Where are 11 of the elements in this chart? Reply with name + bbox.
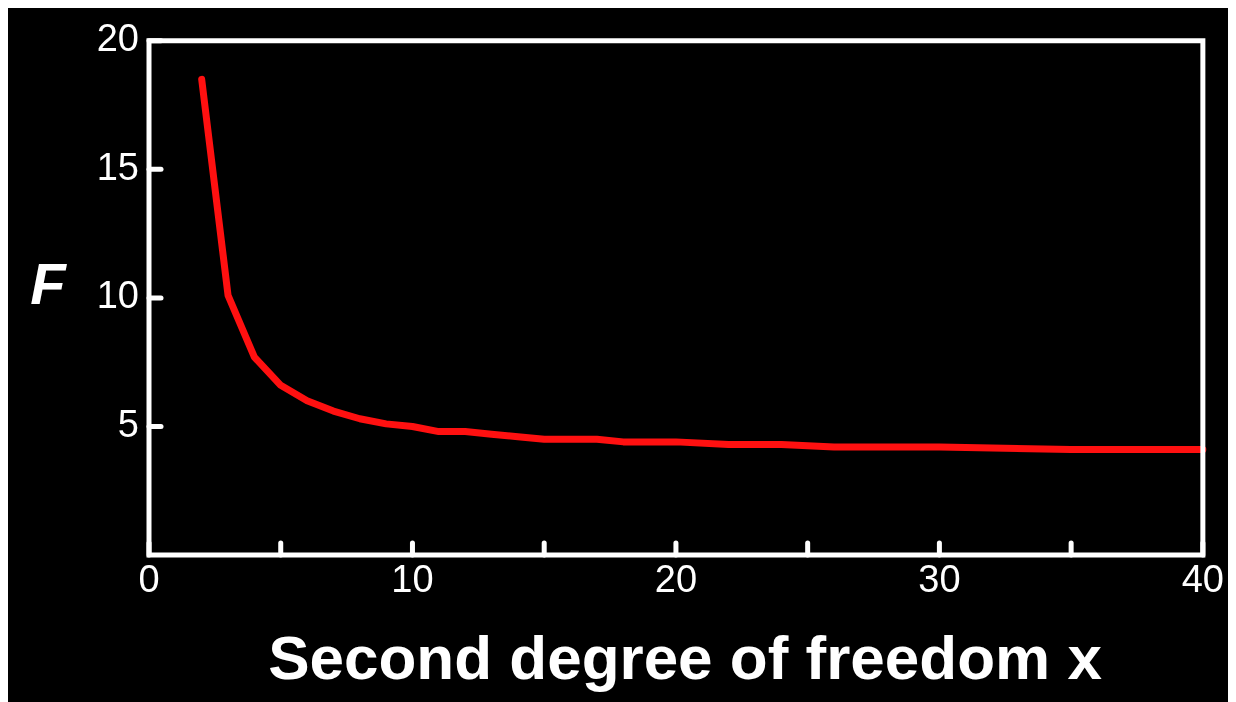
- x-tick-label: 30: [918, 558, 961, 601]
- y-axis-title: F: [30, 250, 68, 316]
- x-tick-label: 0: [138, 558, 160, 601]
- y-tick-label: 10: [96, 274, 139, 317]
- x-tick-label: 20: [654, 558, 698, 601]
- x-tick-label: 10: [391, 558, 434, 601]
- x-axis-title: Second degree of freedom x: [268, 623, 1103, 693]
- x-tick-label: 40: [1181, 558, 1225, 601]
- y-tick-label: 20: [96, 17, 139, 60]
- y-tick-label: 15: [96, 145, 139, 188]
- y-tick-label: 5: [117, 402, 139, 445]
